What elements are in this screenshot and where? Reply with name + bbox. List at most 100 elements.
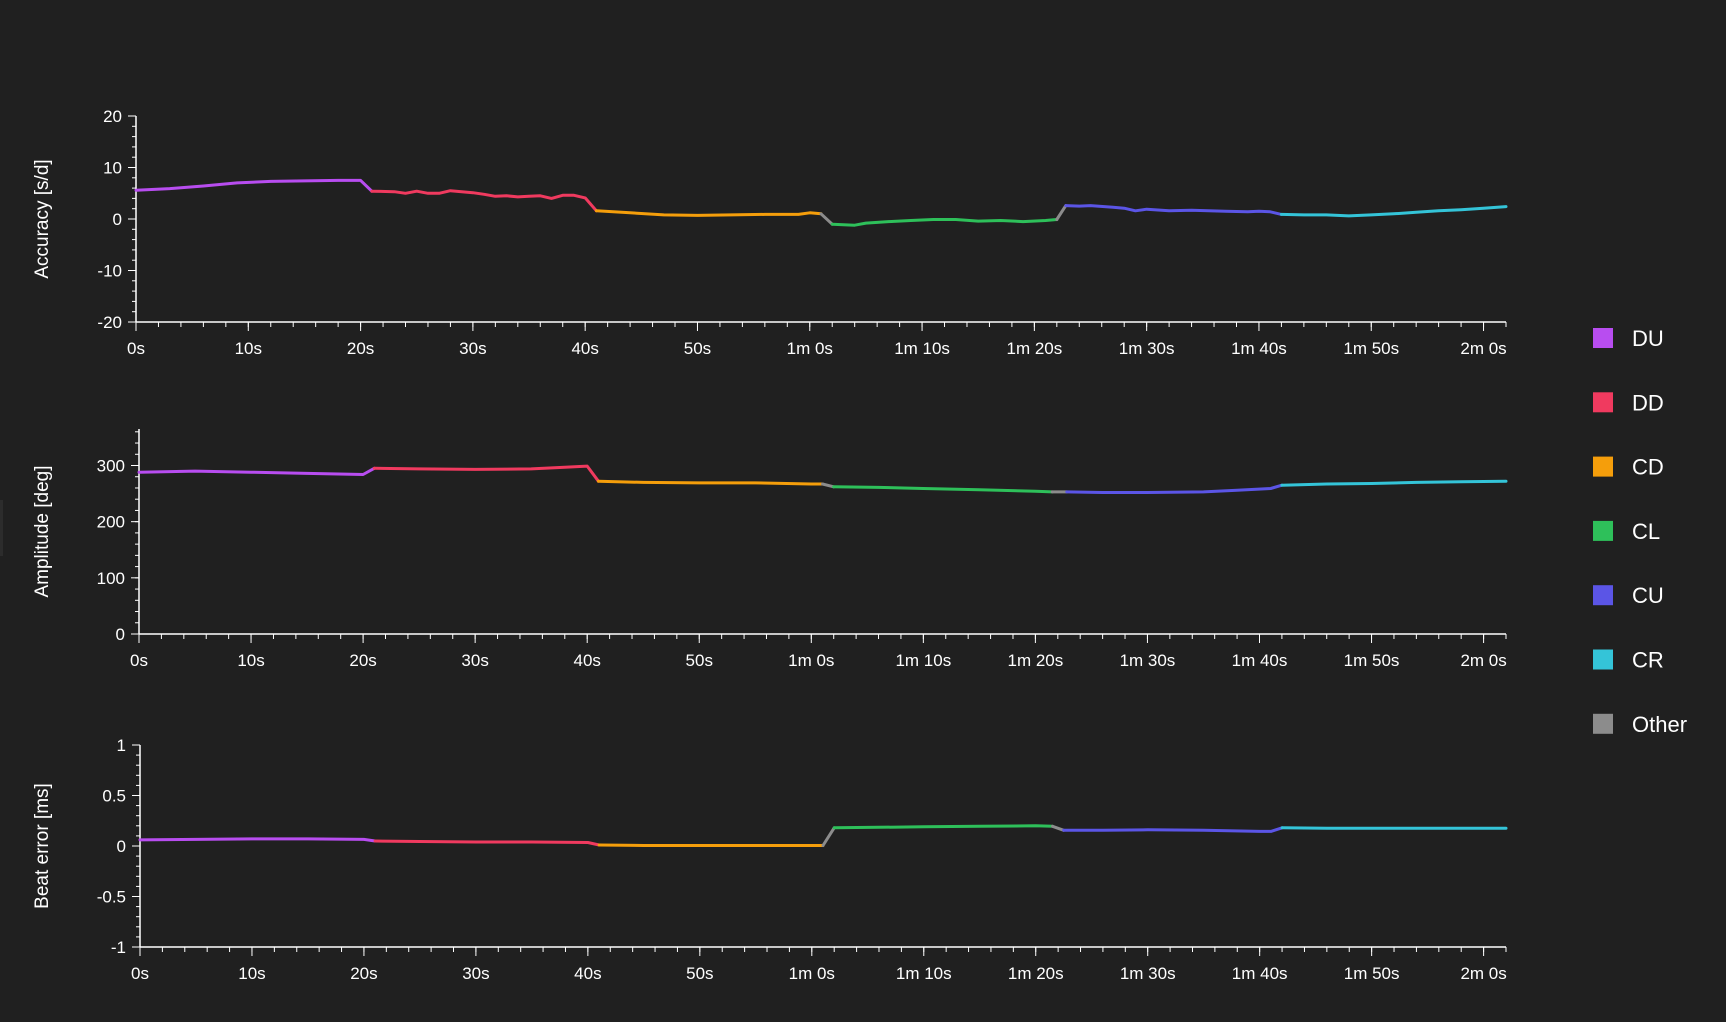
x-tick-label: 1m 30s [1120, 964, 1176, 983]
series-cd-line [594, 209, 823, 217]
series-cu-line [1062, 826, 1284, 833]
y-tick-label: 200 [97, 513, 125, 532]
series-cr-line [1279, 205, 1508, 218]
x-tick-label: 20s [347, 339, 374, 358]
legend-item-cd: CD [1593, 455, 1664, 480]
legend-item-du: DU [1593, 326, 1664, 351]
y-tick-label: 300 [97, 457, 125, 476]
x-tick-label: 1m 20s [1006, 339, 1062, 358]
x-tick-label: 1m 40s [1232, 964, 1288, 983]
legend-item-other: Other [1593, 712, 1687, 737]
legend-label: DU [1632, 326, 1664, 351]
y-tick-label: 1 [117, 736, 126, 755]
x-tick-label: 1m 40s [1231, 339, 1287, 358]
x-tick-label: 10s [238, 964, 265, 983]
legend: DU DD CD CL CU CR Other [1593, 326, 1687, 737]
series-other-line [819, 212, 834, 226]
series-cd-line [596, 479, 824, 486]
y-tick-label: 0 [117, 837, 126, 856]
y-tick-label: 10 [103, 159, 122, 178]
y-tick-label: -0.5 [97, 888, 126, 907]
x-tick-label: 0s [127, 339, 145, 358]
legend-swatch [1593, 392, 1613, 413]
legend-swatch [1593, 585, 1613, 606]
legend-label: CD [1632, 455, 1664, 480]
series-other-line [1055, 204, 1068, 221]
legend-label: Other [1632, 712, 1687, 737]
series-cr-line [1280, 826, 1508, 830]
series-cu-line [1064, 204, 1283, 216]
y-tick-label: 100 [97, 569, 125, 588]
x-tick-label: 20s [349, 651, 376, 670]
y-tick-label: 0 [116, 625, 125, 644]
series-other-line [821, 826, 836, 847]
y-tick-label: -10 [97, 262, 122, 281]
series-dd-line [372, 464, 600, 483]
y-axis-title: Amplitude [deg] [32, 465, 53, 597]
x-tick-label: 1m 10s [896, 964, 952, 983]
x-tick-label: 1m 50s [1343, 339, 1399, 358]
x-tick-label: 0s [130, 651, 148, 670]
legend-item-cr: CR [1593, 648, 1664, 673]
x-tick-label: 1m 50s [1344, 651, 1400, 670]
plot-accuracy: -20 -10 0 10 20 0s 10s 20s 30s 40s 50s 1m 0s 1m 10s 1… [32, 107, 1508, 358]
window-edge-handle[interactable] [0, 500, 3, 556]
series-cl-line [830, 218, 1059, 227]
x-tick-label: 1m 40s [1232, 651, 1288, 670]
x-tick-label: 20s [350, 964, 377, 983]
series-other-line [1051, 824, 1066, 832]
x-tick-label: 30s [462, 964, 489, 983]
series-du-line [134, 178, 374, 193]
x-tick-label: 10s [237, 651, 264, 670]
y-axis-title: Accuracy [s/d] [32, 159, 53, 278]
legend-swatch [1593, 456, 1613, 477]
y-axis-title: Beat error [ms] [32, 783, 53, 909]
x-tick-label: 50s [686, 964, 713, 983]
plot-amplitude: 0 100 200 300 0s 10s 20s 30s 40s 50s 1m 0s 1m 10s 1m… [32, 429, 1508, 670]
x-tick-label: 10s [235, 339, 262, 358]
x-tick-label: 40s [574, 964, 601, 983]
x-tick-label: 1m 0s [788, 651, 834, 670]
y-tick-label: 0 [113, 210, 122, 229]
legend-swatch [1593, 520, 1613, 541]
y-tick-label: -20 [97, 313, 122, 332]
x-tick-label: 1m 30s [1119, 339, 1175, 358]
x-tick-label: 1m 20s [1008, 651, 1064, 670]
legend-item-cu: CU [1593, 583, 1664, 608]
legend-swatch [1593, 713, 1613, 734]
legend-label: CU [1632, 583, 1664, 608]
legend-label: CL [1632, 519, 1660, 544]
legend-item-dd: DD [1593, 390, 1664, 415]
legend-swatch [1593, 649, 1613, 670]
series-cl-line [832, 485, 1054, 494]
legend-swatch [1593, 328, 1613, 348]
series-dd-line [370, 189, 598, 213]
x-tick-label: 40s [573, 651, 600, 670]
series-cl-line [832, 824, 1054, 830]
series-cd-line [597, 843, 825, 847]
x-tick-label: 0s [131, 964, 149, 983]
legend-label: CR [1632, 648, 1664, 673]
x-tick-label: 30s [459, 339, 486, 358]
series-cr-line [1280, 479, 1508, 487]
series-cu-line [1065, 483, 1284, 494]
x-tick-label: 50s [684, 339, 711, 358]
series-du-line [138, 837, 377, 843]
x-tick-label: 1m 0s [789, 964, 835, 983]
x-tick-label: 1m 0s [787, 339, 833, 358]
x-tick-label: 30s [461, 651, 488, 670]
x-tick-label: 1m 50s [1344, 964, 1400, 983]
x-tick-label: 2m 0s [1460, 651, 1506, 670]
y-tick-label: 20 [103, 107, 122, 126]
legend-item-cl: CL [1593, 519, 1660, 544]
legend-label: DD [1632, 390, 1664, 415]
x-tick-label: 40s [571, 339, 598, 358]
x-tick-label: 1m 10s [894, 339, 950, 358]
y-tick-label: 0.5 [102, 787, 126, 806]
x-tick-label: 1m 20s [1008, 964, 1064, 983]
series-other-line [821, 482, 836, 489]
